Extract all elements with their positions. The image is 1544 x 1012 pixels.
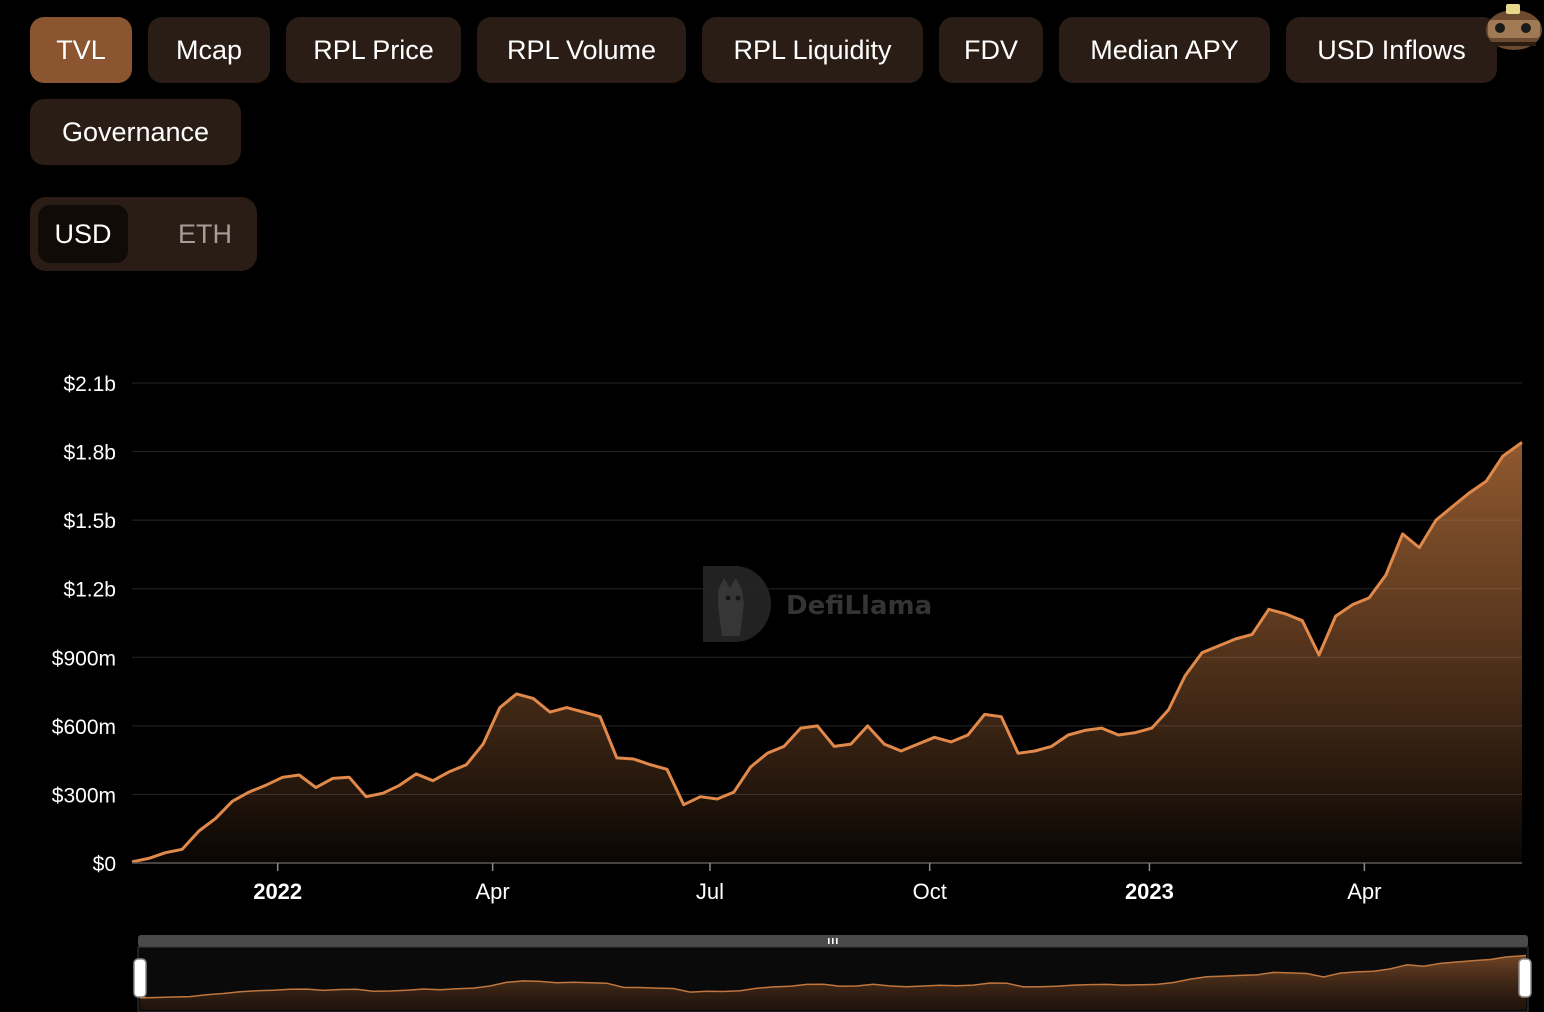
tab-rpl-price[interactable]: RPL Price xyxy=(286,17,461,83)
tab-rpl-volume[interactable]: RPL Volume xyxy=(477,17,686,83)
y-tick-label: $1.2b xyxy=(63,579,116,602)
tab-mcap[interactable]: Mcap xyxy=(148,17,270,83)
currency-eth-button[interactable]: ETH xyxy=(178,219,232,249)
y-tick-label: $2.1b xyxy=(63,373,116,396)
x-tick-label: Jul xyxy=(696,879,724,904)
tab-tvl[interactable]: TVL xyxy=(30,17,132,83)
range-handle-right[interactable] xyxy=(1518,958,1532,998)
llama-logo-icon xyxy=(703,566,771,642)
slider-grip-icon xyxy=(828,938,838,944)
x-axis: 2022 Apr Jul Oct 2023 Apr xyxy=(253,863,1381,904)
x-tick-label: Apr xyxy=(476,879,510,904)
x-tick-label: Apr xyxy=(1347,879,1381,904)
y-tick-label: $300m xyxy=(52,784,116,807)
mini-series-area xyxy=(140,955,1526,1010)
x-tick-label: 2023 xyxy=(1125,879,1174,904)
y-tick-label: $900m xyxy=(52,647,116,670)
tab-usd-inflows[interactable]: USD Inflows xyxy=(1286,17,1497,83)
y-tick-label: $1.8b xyxy=(63,442,116,465)
tab-median-apy[interactable]: Median APY xyxy=(1059,17,1270,83)
watermark-text: DefiLlama xyxy=(786,591,932,621)
y-axis: $0 $300m $600m $900m $1.2b $1.5b $1.8b $2.1b xyxy=(52,373,116,876)
tab-fdv[interactable]: FDV xyxy=(939,17,1043,83)
currency-usd-button[interactable]: USD xyxy=(38,205,128,263)
x-tick-label: Oct xyxy=(913,879,947,904)
tab-governance[interactable]: Governance xyxy=(30,99,241,165)
llama-mascot-icon[interactable] xyxy=(1478,0,1544,56)
currency-toggle: USD ETH xyxy=(30,197,257,271)
tab-rpl-liquidity[interactable]: RPL Liquidity xyxy=(702,17,923,83)
y-tick-label: $0 xyxy=(93,853,116,876)
x-tick-label: 2022 xyxy=(253,879,302,904)
defillama-watermark: DefiLlama xyxy=(703,566,932,642)
mini-series-line xyxy=(139,954,1527,999)
y-tick-label: $1.5b xyxy=(63,510,116,533)
tvl-series-line xyxy=(131,441,1523,864)
range-handle-left[interactable] xyxy=(133,958,147,998)
range-slider xyxy=(133,935,1532,1012)
y-tick-label: $600m xyxy=(52,716,116,739)
tvl-series-area xyxy=(132,442,1522,863)
